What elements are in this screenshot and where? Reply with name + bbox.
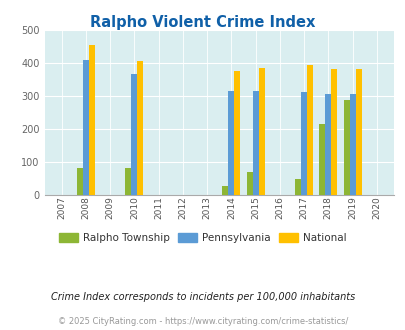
Bar <box>306 65 312 195</box>
Bar <box>125 168 131 195</box>
Bar <box>330 69 337 195</box>
Bar <box>246 172 252 195</box>
Bar <box>228 91 234 195</box>
Text: Crime Index corresponds to incidents per 100,000 inhabitants: Crime Index corresponds to incidents per… <box>51 292 354 302</box>
Bar <box>343 100 349 195</box>
Bar <box>355 69 361 195</box>
Bar <box>324 94 330 195</box>
Bar <box>318 124 324 195</box>
Legend: Ralpho Township, Pennsylvania, National: Ralpho Township, Pennsylvania, National <box>55 229 350 247</box>
Bar <box>137 61 143 195</box>
Bar <box>252 91 258 195</box>
Bar <box>77 168 83 195</box>
Bar <box>222 186 228 195</box>
Text: Ralpho Violent Crime Index: Ralpho Violent Crime Index <box>90 15 315 30</box>
Bar <box>234 71 240 195</box>
Bar <box>89 45 95 195</box>
Bar <box>131 74 137 195</box>
Bar <box>258 68 264 195</box>
Bar <box>349 94 355 195</box>
Bar <box>294 179 301 195</box>
Bar <box>301 92 306 195</box>
Bar <box>83 60 89 195</box>
Text: © 2025 CityRating.com - https://www.cityrating.com/crime-statistics/: © 2025 CityRating.com - https://www.city… <box>58 317 347 326</box>
